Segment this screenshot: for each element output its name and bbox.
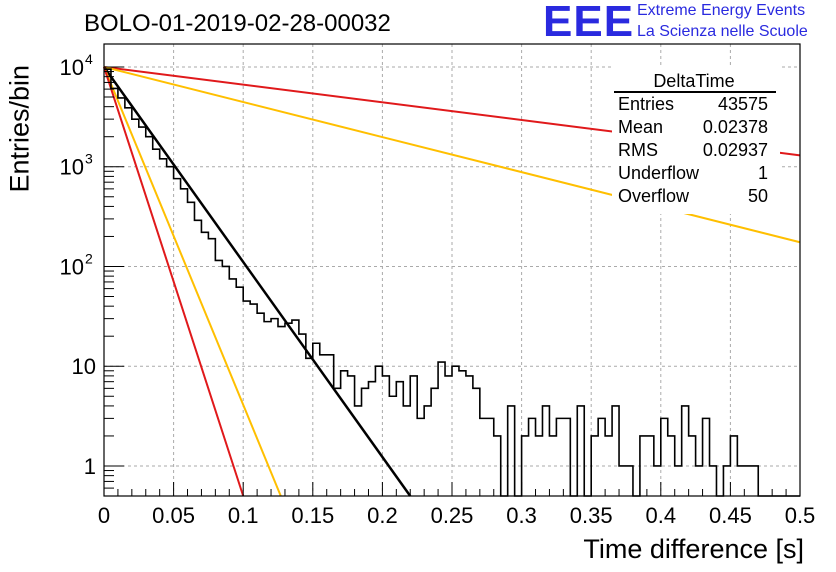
histogram-series (104, 68, 800, 497)
x-tick-label: 0 (98, 503, 110, 528)
y-tick-exponent: 4 (85, 51, 93, 67)
y-tick-label: 10 (60, 254, 84, 279)
stats-row-label: Entries (618, 94, 674, 114)
stats-row-label: RMS (618, 140, 658, 160)
x-tick-label: 0.25 (431, 503, 474, 528)
y-tick-exponent: 2 (85, 250, 93, 266)
y-tick-label: 1 (84, 454, 96, 479)
stats-box-bg (612, 66, 780, 214)
x-tick-label: 0.5 (785, 503, 816, 528)
stats-box: DeltaTime Entries 43575 Mean 0.02378 RMS 0.029… (612, 66, 780, 214)
stats-row-value: 43575 (718, 94, 768, 114)
histogram-steps (104, 68, 800, 497)
y-tick-exponent: 3 (85, 151, 93, 167)
stats-row-value: 50 (748, 186, 768, 206)
y-tick-label: 10 (60, 55, 84, 80)
stats-row-value: 0.02378 (703, 117, 768, 137)
x-tick-label: 0.1 (228, 503, 259, 528)
eee-logo: EEE (543, 0, 635, 46)
x-tick-label: 0.35 (570, 503, 613, 528)
stats-row-value: 0.02937 (703, 140, 768, 160)
stats-box-title: DeltaTime (653, 71, 734, 91)
chart-title: BOLO-01-2019-02-28-00032 (84, 10, 391, 37)
exp-fit-curve-black (102, 66, 412, 497)
exp-fit-curve-yellow (103, 66, 282, 497)
logo-caption-line2: La Scienza nelle Scuole (637, 23, 808, 40)
stats-row-label: Underflow (618, 163, 700, 183)
x-tick-label: 0.3 (506, 503, 537, 528)
x-tick-label: 0.4 (646, 503, 677, 528)
x-axis-label: Time difference [s] (583, 534, 804, 564)
logo-caption-line1: Extreme Energy Events (637, 2, 806, 19)
stats-row-value: 1 (758, 163, 768, 183)
x-tick-label: 0.05 (152, 503, 195, 528)
x-tick-label: 0.15 (291, 503, 334, 528)
stats-row-label: Mean (618, 117, 663, 137)
axes: 0 0.05 0.1 0.15 0.2 0.25 0.3 0.35 0.4 0.45 0.5 1 10 1… (60, 43, 816, 528)
y-tick-label: 10 (60, 155, 84, 180)
exp-fit-curve-red (103, 66, 245, 497)
x-tick-label: 0.2 (367, 503, 398, 528)
y-tick-label: 10 (72, 354, 96, 379)
x-tick-label: 0.45 (709, 503, 752, 528)
stats-row-label: Overflow (618, 186, 690, 206)
